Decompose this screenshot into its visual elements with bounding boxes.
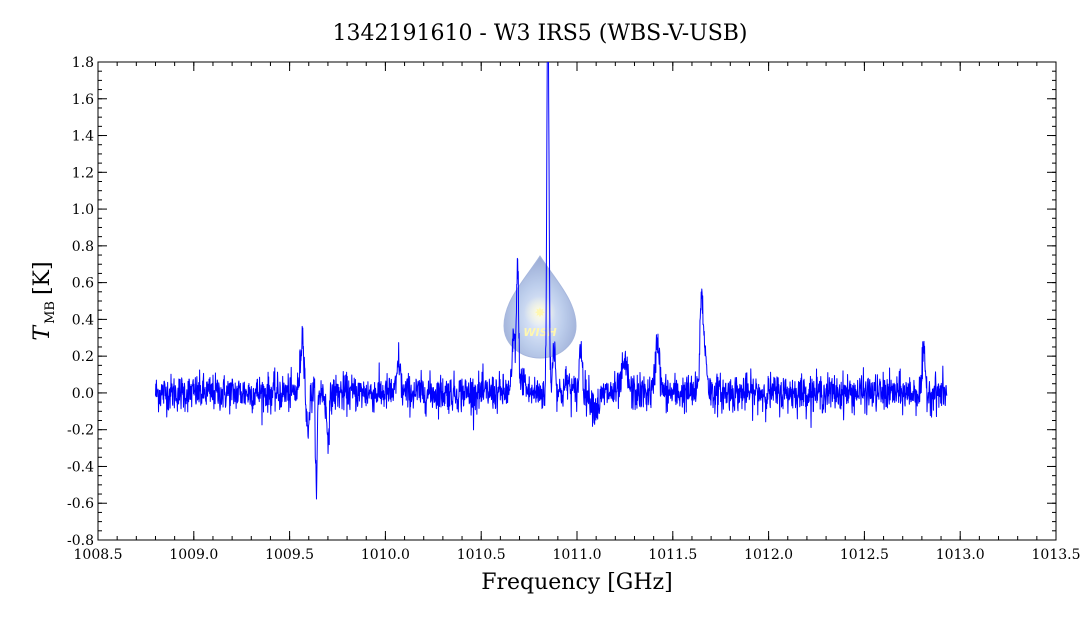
x-tick-label: 1010.5	[457, 547, 506, 563]
y-tick-label: 0.4	[72, 312, 94, 328]
y-axis-label-unit: [K]	[30, 261, 55, 295]
svg-text:✸: ✸	[535, 306, 546, 321]
spectrum-series-line	[154, 62, 948, 500]
x-tick-label: 1013.0	[936, 547, 985, 563]
y-tick-label: 1.2	[72, 165, 94, 181]
wish-logo-text: WISH	[523, 326, 556, 339]
x-tick-label: 1009.0	[169, 547, 218, 563]
x-tick-label: 1009.5	[265, 547, 314, 563]
y-tick-label: -0.2	[67, 423, 94, 439]
svg-text:TMB[K]: TMB [K]	[30, 261, 58, 340]
x-tick-label: 1011.5	[648, 547, 697, 563]
chart-title: 1342191610 - W3 IRS5 (WBS-V-USB)	[332, 21, 747, 46]
x-tick-label: 1012.5	[840, 547, 889, 563]
y-axis-label-main: T	[30, 324, 55, 341]
x-tick-label: 1012.0	[744, 547, 793, 563]
axis-ticks: 1008.5 1009.0 1009.5 1010.0 1010.5 1011.0 1011…	[67, 55, 1080, 563]
y-tick-label: 1.6	[72, 92, 94, 108]
y-tick-label: 0.8	[72, 239, 94, 255]
y-tick-label: -0.4	[67, 459, 94, 475]
wish-logo: ✸ WISH	[503, 255, 577, 359]
y-tick-label: 0.2	[72, 349, 94, 365]
x-tick-label: 1008.5	[74, 547, 123, 563]
y-tick-label: 1.4	[72, 129, 94, 145]
x-tick-label: 1013.5	[1032, 547, 1080, 563]
y-axis-label-sub: MB	[43, 301, 58, 324]
y-tick-label: -0.8	[67, 533, 94, 549]
x-tick-label: 1011.0	[553, 547, 602, 563]
x-axis-label: Frequency [GHz]	[481, 570, 673, 595]
y-axis-label: TMB [K]	[30, 261, 58, 340]
y-tick-label: 0.6	[72, 276, 94, 292]
plot-frame	[97, 61, 1057, 541]
y-tick-label: 1.0	[72, 202, 94, 218]
y-tick-label: 0.0	[72, 386, 94, 402]
x-tick-label: 1010.0	[361, 547, 410, 563]
y-tick-label: -0.6	[67, 496, 94, 512]
y-tick-label: 1.8	[72, 55, 94, 71]
